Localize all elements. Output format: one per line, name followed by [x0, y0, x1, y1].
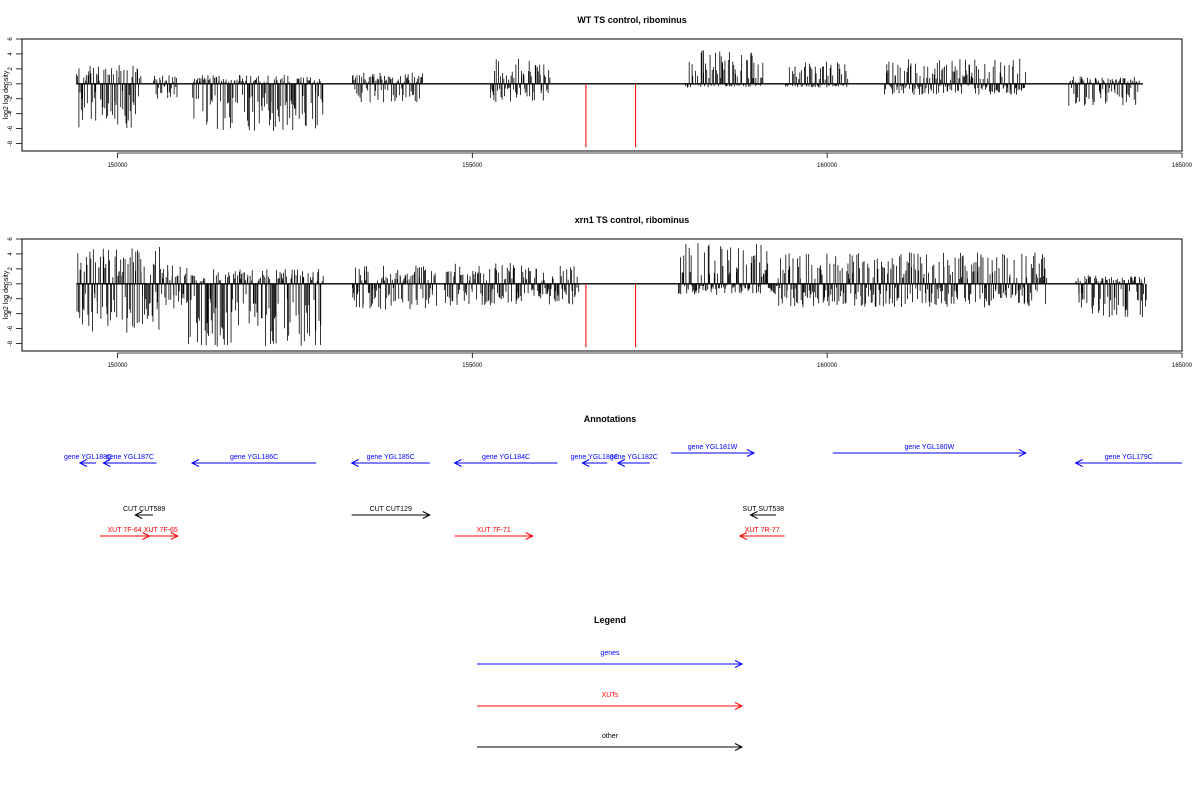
annotation-label: CUT CUT589 — [123, 506, 165, 513]
legend-entry: other — [477, 733, 744, 751]
x-tick-label: 150000 — [107, 363, 128, 369]
annotation-feature: XUT 7R-77 — [738, 527, 785, 540]
annotation-label: XUT 7R-77 — [745, 527, 780, 534]
y-axis-label: log2 log density — [3, 270, 10, 319]
x-tick-label: 155000 — [462, 363, 483, 369]
annotation-arrow-head — [746, 449, 756, 457]
x-tick-label: 150000 — [107, 163, 128, 169]
annotation-label: XUT 7F-71 — [477, 527, 511, 534]
legend-entry: XUTs — [477, 692, 744, 710]
annotation-feature: gene YGL185C — [350, 454, 430, 467]
y-tick-label: -2 — [8, 95, 14, 101]
track-panel: xrn1 TS control, ribominus 6 4 2 0 -2 -4 -6 -8 lo… — [3, 215, 1193, 369]
annotation-arrow-head — [134, 511, 143, 519]
panel-title: xrn1 TS control, ribominus — [575, 215, 690, 225]
legend-title: Legend — [594, 615, 626, 625]
annotation-label: gene YGL182C — [610, 454, 658, 461]
annotation-label: gene YGL184C — [482, 454, 530, 461]
annotation-label: gene YGL185C — [367, 454, 415, 461]
annotation-feature: gene YGL182C — [610, 454, 658, 467]
annotation-feature: gene YGL184C — [453, 454, 558, 467]
annotation-feature: XUT 7F-64 — [99, 527, 151, 540]
annotation-feature: CUT CUT129 — [351, 506, 431, 519]
plot-frame — [21, 238, 1183, 352]
panel-title: WT TS control, ribominus — [577, 15, 687, 25]
y-tick-label: 4 — [8, 52, 14, 56]
annotation-label: gene YGL180W — [905, 444, 955, 451]
annotations-title: Annotations — [584, 414, 637, 424]
legend-label: genes — [600, 650, 620, 657]
legend: Legend genes XUTs other — [477, 615, 744, 751]
annotation-label: gene YGL181W — [688, 444, 738, 451]
y-tick-label: 6 — [8, 37, 14, 41]
y-tick-label: 2 — [8, 67, 14, 71]
x-tick-label: 155000 — [462, 163, 483, 169]
annotation-feature: gene YGL186C — [190, 454, 317, 467]
annotation-label: gene YGL187C — [106, 454, 154, 461]
annotation-feature: gene YGL179C — [1074, 454, 1182, 467]
y-tick-label: -8 — [8, 140, 14, 146]
annotation-arrow-head — [749, 511, 758, 519]
y-tick-label: -2 — [8, 295, 14, 301]
annotation-label: SUT SUT538 — [743, 506, 785, 513]
annotation-label: XUT 7F-64 — [108, 527, 142, 534]
annotation-arrow-head — [525, 532, 534, 540]
annotation-feature: gene YGL187C — [102, 454, 157, 467]
annotation-arrow-head — [1074, 459, 1083, 467]
annotation-arrow-head — [78, 459, 88, 467]
annotation-label: CUT CUT129 — [370, 506, 412, 513]
y-tick-label: 6 — [8, 237, 14, 241]
y-tick-label: -6 — [8, 325, 14, 331]
annotation-label: gene YGL183C — [571, 454, 619, 461]
annotation-feature: gene YGL183C — [571, 454, 619, 467]
annotation-arrow-head — [102, 459, 111, 467]
legend-arrow-head — [734, 743, 744, 751]
annotation-label: gene YGL186C — [230, 454, 278, 461]
annotation-feature: gene YGL188C — [64, 454, 112, 467]
y-tick-label: -4 — [8, 110, 14, 116]
annotation-feature: gene YGL180W — [832, 444, 1027, 457]
x-tick-label: 160000 — [817, 163, 838, 169]
annotation-arrow-head — [190, 459, 200, 467]
annotation-arrow-head — [422, 511, 431, 519]
annotation-feature: XUT 7F-65 — [144, 527, 179, 540]
x-tick-label: 165000 — [1172, 363, 1193, 369]
track-panel: WT TS control, ribominus 6 4 2 0 -2 -4 -6 -8 log2… — [3, 15, 1193, 169]
annotation-label: gene YGL188C — [64, 454, 112, 461]
annotation-arrow-head — [453, 459, 462, 467]
x-tick-label: 160000 — [817, 363, 838, 369]
annotation-feature: CUT CUT589 — [123, 506, 165, 519]
legend-label: other — [602, 733, 619, 740]
plot-frame — [21, 38, 1183, 152]
legend-arrow-head — [734, 702, 744, 710]
y-tick-label: 2 — [8, 267, 14, 271]
legend-arrow-head — [734, 660, 744, 668]
y-tick-label: 4 — [8, 252, 14, 256]
annotation-feature: XUT 7F-71 — [454, 527, 534, 540]
annotation-feature: gene YGL181W — [671, 444, 756, 457]
annotation-arrow-head — [1018, 449, 1027, 457]
y-tick-label: -6 — [8, 125, 14, 131]
signal-bars — [76, 243, 1147, 347]
x-tick-label: 165000 — [1172, 163, 1193, 169]
y-tick-label: 0 — [8, 81, 14, 85]
annotation-arrow-head — [616, 459, 626, 467]
annotation-feature: SUT SUT538 — [743, 506, 785, 519]
annotation-arrow-head — [350, 459, 359, 467]
legend-label: XUTs — [602, 692, 619, 699]
legend-entry: genes — [477, 650, 744, 668]
y-tick-label: 0 — [8, 281, 14, 285]
y-axis-label: log2 log density — [3, 70, 10, 119]
y-tick-label: -4 — [8, 310, 14, 316]
annotation-arrow-head — [738, 532, 748, 540]
signal-bars — [75, 50, 1140, 131]
annotation-arrow-head — [170, 532, 179, 540]
annotation-label: XUT 7F-65 — [144, 527, 178, 534]
annotation-label: gene YGL179C — [1105, 454, 1153, 461]
annotation-arrow-head — [581, 459, 590, 467]
y-tick-label: -8 — [8, 340, 14, 346]
